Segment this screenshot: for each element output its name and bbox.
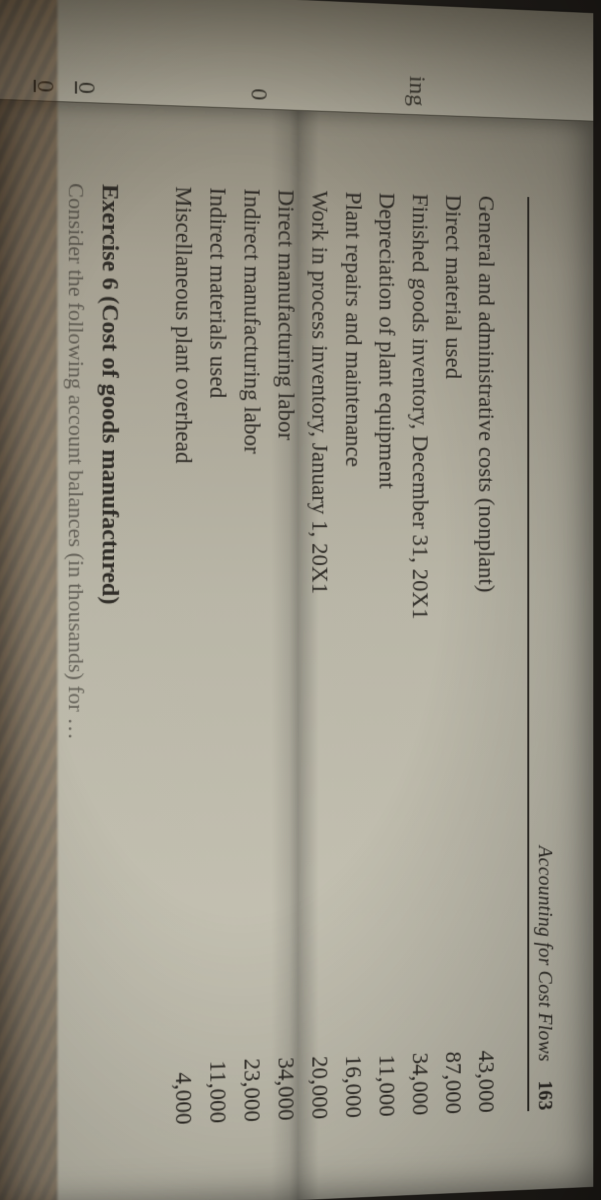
cost-value: 87,000 <box>436 995 469 1115</box>
table-row: Plant repairs and maintenance 16,000 <box>336 191 370 1119</box>
cost-value: 23,000 <box>234 1001 268 1123</box>
table-row: Direct manufacturing labor 34,000 <box>268 189 302 1121</box>
cost-list-table: General and administrative costs (nonpla… <box>165 186 501 1125</box>
photo-scene: ing 0 0 0 Accounting for Cost Flows 163 … <box>0 0 601 1200</box>
cost-label: Work in process inventory, January 1, 20… <box>302 190 336 1000</box>
cost-label: General and administrative costs (nonpla… <box>469 195 502 995</box>
exercise-lead-in: Consider the following account balances … <box>62 183 89 1130</box>
running-head: Accounting for Cost Flows 163 <box>527 197 555 1111</box>
cost-value: 11,000 <box>200 1002 234 1124</box>
cost-label: Indirect materials used <box>200 187 234 1003</box>
previous-page-sliver: ing 0 0 0 <box>0 0 593 122</box>
exercise-number: Exercise 6 <box>96 184 123 290</box>
table-row: Indirect manufacturing labor 23,000 <box>234 188 268 1123</box>
exercise-heading: Exercise 6 (Cost of goods manufactured) <box>95 184 123 1128</box>
table-row: General and administrative costs (nonpla… <box>469 195 502 1113</box>
exercise-title: (Cost of goods manufactured) <box>96 296 123 605</box>
table-row: Depreciation of plant equipment 11,000 <box>369 192 402 1117</box>
page-wrap: ing 0 0 0 Accounting for Cost Flows 163 … <box>0 0 601 1200</box>
cost-value: 11,000 <box>369 997 402 1117</box>
table-row: Direct material used 87,000 <box>436 194 469 1115</box>
cost-label: Depreciation of plant equipment <box>369 192 402 998</box>
table-row: Work in process inventory, January 1, 20… <box>302 190 336 1120</box>
fragment-ing: ing <box>403 75 429 106</box>
cost-label: Plant repairs and maintenance <box>336 191 370 999</box>
cost-value: 34,000 <box>403 996 436 1116</box>
cost-value: 43,000 <box>469 994 502 1113</box>
cost-label: Indirect manufacturing labor <box>234 188 268 1002</box>
running-head-title: Accounting for Cost Flows <box>534 845 555 1062</box>
fragment-0a: 0 <box>244 88 271 101</box>
table-row: Finished goods inventory, December 31, 2… <box>403 193 436 1116</box>
cost-value: 34,000 <box>268 1000 302 1121</box>
table-row: Indirect materials used 11,000 <box>200 187 234 1124</box>
fragment-0c: 0 <box>30 80 58 93</box>
cost-value: 4,000 <box>165 1003 199 1125</box>
table-row: Miscellaneous plant overhead 4,000 <box>165 186 199 1125</box>
cost-label: Direct manufacturing labor <box>268 189 302 1001</box>
page-number: 163 <box>534 1080 555 1111</box>
fragment-0b: 0 <box>71 81 99 94</box>
book-page: ing 0 0 0 Accounting for Cost Flows 163 … <box>0 0 593 1200</box>
cost-label: Direct material used <box>436 194 469 996</box>
cost-label: Miscellaneous plant overhead <box>165 186 199 1004</box>
cost-value: 16,000 <box>336 998 370 1119</box>
page-content: Accounting for Cost Flows 163 General an… <box>5 181 554 1132</box>
cost-value: 20,000 <box>302 999 336 1120</box>
cost-label: Finished goods inventory, December 31, 2… <box>403 193 436 997</box>
